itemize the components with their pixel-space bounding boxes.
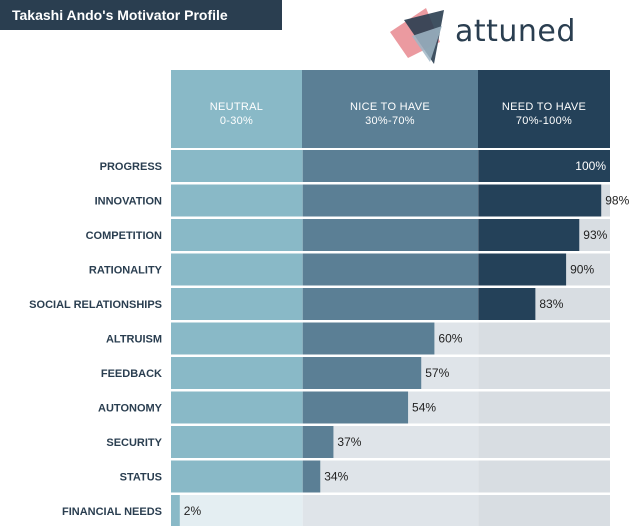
bar-fill xyxy=(478,253,567,286)
category-label: FEEDBACK xyxy=(101,368,162,380)
band-label: NEUTRAL xyxy=(209,101,264,113)
bar-fill xyxy=(171,184,303,217)
logo-text: attuned xyxy=(455,14,576,49)
bar-fill xyxy=(171,426,303,458)
value-label: 2% xyxy=(184,504,202,518)
bar-background xyxy=(478,357,610,389)
bar-fill xyxy=(171,391,303,424)
category-label: ALTRUISM xyxy=(106,334,162,346)
bar-fill xyxy=(302,460,321,493)
bar-fill xyxy=(171,460,303,493)
category-label: RATIONALITY xyxy=(89,265,163,277)
band-range: 70%-100% xyxy=(515,115,573,127)
bar-fill xyxy=(478,288,536,320)
bar-fill xyxy=(302,426,334,458)
category-label: INNOVATION xyxy=(95,196,162,208)
bar-fill xyxy=(171,150,303,182)
attuned-logo-icon xyxy=(390,8,444,64)
band-range: 0-30% xyxy=(219,115,254,127)
value-label: 90% xyxy=(570,263,594,277)
value-label: 100% xyxy=(575,159,606,173)
bar-background xyxy=(478,322,610,355)
bar-fill xyxy=(302,219,479,251)
value-label: 37% xyxy=(337,435,361,449)
bar-background xyxy=(478,391,610,424)
page-title: Takashi Ando's Motivator Profile xyxy=(0,0,282,30)
value-label: 98% xyxy=(605,194,629,208)
bar-background xyxy=(171,495,303,526)
bar-fill xyxy=(302,391,409,424)
bar-fill xyxy=(171,288,303,320)
bar-fill xyxy=(302,288,479,320)
band-header-need-to-have: NEED TO HAVE 70%-100% xyxy=(478,70,610,148)
band-header-neutral: NEUTRAL 0-30% xyxy=(171,70,302,148)
category-label: PROGRESS xyxy=(100,161,162,173)
band-label: NEED TO HAVE xyxy=(501,101,587,113)
bar-fill xyxy=(478,219,580,251)
category-label: STATUS xyxy=(120,472,162,484)
bar-background xyxy=(478,460,610,493)
category-label: AUTONOMY xyxy=(98,403,163,415)
bar-fill xyxy=(171,495,180,526)
bar-fill xyxy=(171,219,303,251)
band-range: 30%-70% xyxy=(365,115,415,127)
category-label: COMPETITION xyxy=(86,230,162,242)
bar-fill xyxy=(302,357,422,389)
bar-background xyxy=(302,495,479,526)
bar-background xyxy=(478,495,610,526)
value-label: 54% xyxy=(412,401,436,415)
bar-fill xyxy=(478,150,610,182)
bar-fill xyxy=(302,322,435,355)
value-label: 83% xyxy=(539,297,563,311)
category-label: SECURITY xyxy=(106,437,162,449)
bar-background xyxy=(478,426,610,458)
value-label: 93% xyxy=(583,228,607,242)
band-header-nice-to-have: NICE TO HAVE 30%-70% xyxy=(302,70,478,148)
value-label: 60% xyxy=(438,332,462,346)
category-label: SOCIAL RELATIONSHIPS xyxy=(29,299,162,311)
bar-fill xyxy=(478,184,602,217)
bar-background xyxy=(302,460,479,493)
bar-fill xyxy=(171,357,303,389)
bar-fill xyxy=(302,184,479,217)
band-label: NICE TO HAVE xyxy=(349,101,430,113)
bar-fill xyxy=(302,253,479,286)
bar-fill xyxy=(302,150,479,182)
value-label: 57% xyxy=(425,366,449,380)
value-label: 34% xyxy=(324,470,348,484)
bar-fill xyxy=(171,253,303,286)
bar-fill xyxy=(171,322,303,355)
category-label: FINANCIAL NEEDS xyxy=(62,506,162,518)
